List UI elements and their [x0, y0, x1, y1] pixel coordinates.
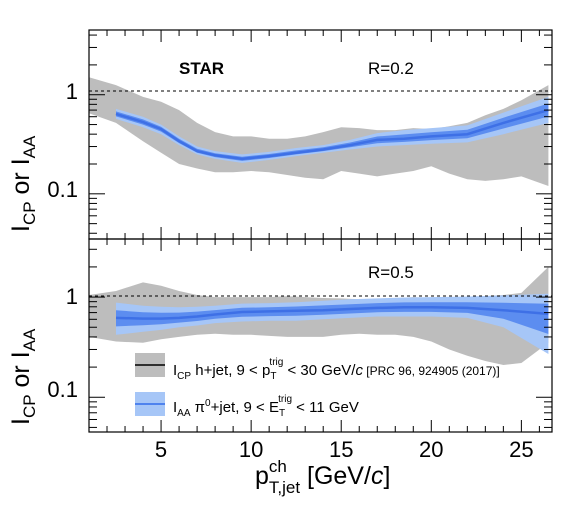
x-axis-label: pch T,jet [GeV/c]	[255, 457, 390, 497]
bottom-iaa-central-line	[115, 306, 549, 320]
bottom-plot-frame	[88, 238, 553, 433]
top-radius-label: R=0.2	[368, 59, 414, 78]
legend-entry-icp: ICP h+jet, 9 < pTtrig < 30 GeV/c [PRC 96…	[135, 353, 500, 382]
bottom-panel: 1 0.1 R=0.5 ICP or IAA ICP h+jet, 9 < pT…	[7, 238, 553, 497]
legend-entry-iaa: IAA π0+jet, 9 < ETtrig < 11 GeV	[135, 392, 359, 419]
legend-label-icp: ICP h+jet, 9 < pTtrig < 30 GeV/c [PRC 96…	[173, 357, 500, 382]
top-ytick-0.1: 0.1	[47, 177, 78, 202]
bottom-ytick-0.1: 0.1	[47, 377, 78, 402]
top-panel: 1 0.1 STAR R=0.2 ICP or IAA	[7, 29, 553, 240]
legend-label-iaa: IAA π0+jet, 9 < ETtrig < 11 GeV	[173, 394, 359, 419]
xtick-label-25: 25	[509, 437, 533, 462]
bottom-ytick-1: 1	[66, 284, 78, 309]
xtick-label-20: 20	[419, 437, 443, 462]
bottom-y-axis-label: ICP or IAA	[7, 328, 39, 425]
legend: ICP h+jet, 9 < pTtrig < 30 GeV/c [PRC 96…	[135, 353, 500, 419]
xtick-label-5: 5	[155, 437, 167, 462]
bottom-iaa-inner-band	[116, 302, 549, 334]
top-iaa-inner-band	[116, 103, 549, 161]
bottom-radius-label: R=0.5	[368, 263, 414, 282]
xtick-label-15: 15	[329, 437, 353, 462]
top-icp-band	[89, 77, 549, 186]
xtick-label-10: 10	[239, 437, 263, 462]
top-ytick-1: 1	[66, 79, 78, 104]
top-iaa-central-line	[115, 108, 549, 161]
top-y-axis-label: ICP or IAA	[7, 135, 39, 232]
experiment-label: STAR	[179, 59, 224, 78]
